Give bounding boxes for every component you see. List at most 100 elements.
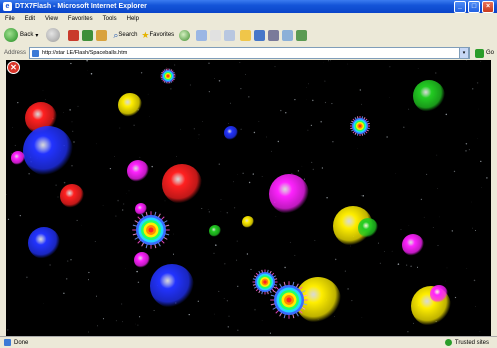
menu-file[interactable]: File bbox=[0, 16, 20, 22]
star bbox=[173, 234, 174, 235]
star bbox=[230, 103, 231, 104]
glow-ball[interactable] bbox=[23, 126, 73, 176]
glow-ball[interactable] bbox=[402, 234, 424, 256]
star bbox=[307, 130, 308, 131]
star bbox=[45, 99, 46, 100]
forward-arrow-icon bbox=[46, 28, 60, 42]
favorites-button[interactable]: ★ Favorites bbox=[141, 30, 174, 41]
search-label: Search bbox=[118, 32, 137, 38]
star bbox=[403, 126, 405, 128]
star bbox=[362, 195, 364, 197]
close-movie-button[interactable]: ✕ bbox=[7, 61, 20, 74]
discuss-icon[interactable] bbox=[268, 30, 279, 41]
search-button[interactable]: ⌕ Search bbox=[113, 30, 137, 41]
research-icon[interactable] bbox=[296, 30, 307, 41]
address-input[interactable]: http://star LE/Flash/Spaceballs.htm ▾ bbox=[29, 47, 470, 59]
star bbox=[311, 125, 312, 126]
edit-icon[interactable] bbox=[254, 30, 265, 41]
star bbox=[58, 197, 59, 198]
star bbox=[208, 209, 209, 210]
stop-icon[interactable] bbox=[68, 30, 79, 41]
refresh-icon[interactable] bbox=[82, 30, 93, 41]
glow-ball[interactable] bbox=[11, 151, 25, 165]
star bbox=[395, 173, 396, 174]
home-icon[interactable] bbox=[96, 30, 107, 41]
glow-ball[interactable] bbox=[242, 216, 254, 228]
glow-ball[interactable] bbox=[118, 93, 142, 117]
trusted-zone-icon bbox=[445, 339, 452, 346]
star bbox=[345, 271, 346, 272]
minimize-button[interactable]: _ bbox=[454, 1, 466, 13]
star bbox=[466, 143, 467, 144]
go-button[interactable]: Go bbox=[486, 50, 494, 56]
star bbox=[433, 227, 434, 228]
star bbox=[454, 171, 455, 172]
star bbox=[320, 121, 322, 123]
go-icon[interactable] bbox=[475, 49, 484, 58]
messenger-icon[interactable] bbox=[282, 30, 293, 41]
star bbox=[17, 102, 18, 103]
address-dropdown-button[interactable]: ▾ bbox=[459, 47, 469, 59]
star bbox=[240, 88, 241, 89]
folder-icon[interactable] bbox=[240, 30, 251, 41]
menu-help[interactable]: Help bbox=[122, 16, 144, 22]
star bbox=[292, 173, 293, 174]
glow-ball[interactable] bbox=[127, 160, 149, 182]
glow-ball[interactable] bbox=[150, 264, 194, 308]
star bbox=[214, 314, 215, 315]
mail-icon[interactable] bbox=[210, 30, 221, 41]
glow-ball[interactable] bbox=[135, 203, 147, 215]
menu-tools[interactable]: Tools bbox=[98, 16, 122, 22]
star bbox=[262, 320, 263, 321]
star bbox=[389, 97, 390, 98]
star bbox=[408, 109, 409, 110]
rainbow-ball[interactable] bbox=[270, 281, 308, 319]
star bbox=[63, 293, 64, 294]
glow-ball[interactable] bbox=[162, 164, 202, 204]
glow-ball[interactable] bbox=[28, 227, 60, 259]
rainbow-ball[interactable] bbox=[161, 69, 176, 84]
flash-content-area[interactable]: ✕ bbox=[6, 60, 491, 336]
forward-button[interactable] bbox=[42, 28, 62, 42]
close-button[interactable]: × bbox=[482, 1, 494, 13]
back-button[interactable]: Back ▾ bbox=[4, 28, 38, 42]
glow-ball[interactable] bbox=[358, 218, 378, 238]
glow-ball[interactable] bbox=[413, 80, 445, 112]
star bbox=[221, 200, 222, 201]
star bbox=[117, 200, 119, 202]
star bbox=[452, 230, 453, 231]
star bbox=[219, 164, 220, 165]
glow-ball[interactable] bbox=[209, 225, 221, 237]
media-icon[interactable] bbox=[179, 30, 190, 41]
security-zone: Trusted sites bbox=[445, 339, 489, 346]
menu-view[interactable]: View bbox=[40, 16, 63, 22]
glow-ball[interactable] bbox=[134, 252, 150, 268]
star bbox=[202, 121, 203, 122]
history-icon[interactable] bbox=[196, 30, 207, 41]
glow-ball[interactable] bbox=[430, 285, 448, 303]
star bbox=[198, 301, 199, 302]
star bbox=[170, 88, 171, 89]
rainbow-ball[interactable] bbox=[132, 211, 170, 249]
maximize-button[interactable]: □ bbox=[468, 1, 480, 13]
star bbox=[455, 297, 456, 298]
star bbox=[360, 89, 361, 90]
rainbow-ball[interactable] bbox=[350, 116, 370, 136]
print-icon[interactable] bbox=[224, 30, 235, 41]
star bbox=[248, 96, 249, 97]
star bbox=[480, 161, 481, 162]
menu-edit[interactable]: Edit bbox=[20, 16, 40, 22]
back-label: Back bbox=[20, 32, 33, 38]
menu-favorites[interactable]: Favorites bbox=[63, 16, 98, 22]
star bbox=[361, 104, 362, 105]
spaceballs-scene[interactable] bbox=[6, 60, 491, 336]
glow-ball[interactable] bbox=[60, 184, 84, 208]
star bbox=[294, 255, 295, 256]
star bbox=[347, 288, 349, 290]
star bbox=[88, 272, 89, 273]
window-title: DTX7Flash - Microsoft Internet Explorer bbox=[15, 3, 147, 10]
star bbox=[236, 260, 237, 261]
glow-ball[interactable] bbox=[269, 174, 309, 214]
star bbox=[237, 286, 238, 287]
glow-ball[interactable] bbox=[224, 126, 238, 140]
